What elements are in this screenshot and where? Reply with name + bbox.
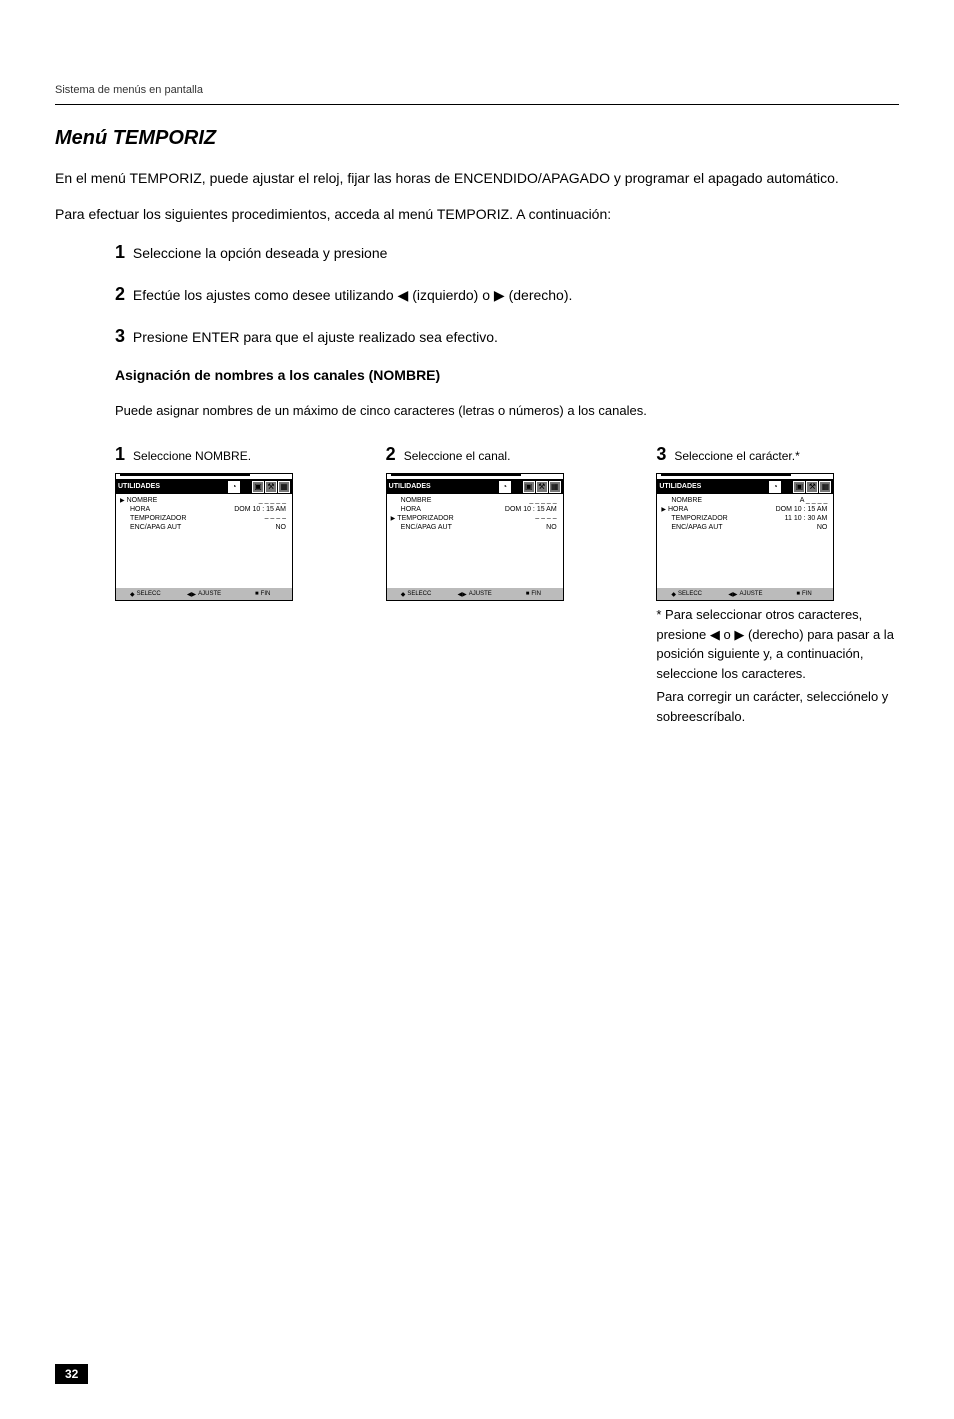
section-title: Menú TEMPORIZ xyxy=(55,127,899,150)
footnote: * Para seleccionar otros caracteres, pre… xyxy=(656,605,899,683)
clock-icon: ◔ xyxy=(228,481,240,493)
clock-icon: ◔ xyxy=(769,481,781,493)
row-arrow-icon: ▶ xyxy=(661,506,666,513)
osd-body: ▶NOMBRE_ _ _ _ _ HORADOM 10 : 15 AM TEMP… xyxy=(116,494,292,588)
osd-screen: UTILIDADES ◔ ▣ ⚒ ▦ NOMBREA _ _ _ _ ▶HORA… xyxy=(656,473,834,601)
osd-screen: UTILIDADES ◔ ▣ ⚒ ▦ ▶NOMBRE_ _ _ _ _ HORA… xyxy=(115,473,293,601)
triangle-right-icon: ▶ xyxy=(494,287,505,303)
osd-titlebar: UTILIDADES ◔ ▣ ⚒ ▦ xyxy=(116,479,292,494)
osd-step-caption: 3 Seleccione el carácter.* xyxy=(656,444,899,465)
row-arrow-icon: ▶ xyxy=(391,515,396,522)
tool-icon: ⚒ xyxy=(536,481,548,493)
updown-icon: ◆ xyxy=(130,591,135,598)
step-2: 2 Efectúe los ajustes como desee utiliza… xyxy=(115,281,899,309)
grid-icon: ▦ xyxy=(278,481,290,493)
triangle-right-icon: ▶ xyxy=(734,627,744,642)
leftright-icon: ◀▶ xyxy=(728,591,737,598)
header-text: Sistema de menús en pantalla xyxy=(55,84,203,96)
tv-icon: ▣ xyxy=(252,481,264,493)
footnote-extra: Para corregir un carácter, selecciónelo … xyxy=(656,687,899,726)
triangle-left-icon: ◀ xyxy=(398,287,409,303)
names-title: Asignación de nombres a los canales (NOM… xyxy=(115,365,899,387)
osd-step-caption: 1 Seleccione NOMBRE. xyxy=(115,444,358,465)
intro-paragraph: En el menú TEMPORIZ, puede ajustar el re… xyxy=(55,168,899,190)
osd-screen: UTILIDADES ◔ ▣ ⚒ ▦ NOMBRE_ _ _ _ _ HORAD… xyxy=(386,473,564,601)
step-1: 1 Seleccione la opción deseada y presion… xyxy=(115,239,899,267)
step-text: Efectúe los ajustes como desee utilizand… xyxy=(133,287,394,303)
stop-icon: ■ xyxy=(526,591,530,597)
stop-icon: ■ xyxy=(796,591,800,597)
tv-icon: ▣ xyxy=(793,481,805,493)
updown-icon: ◆ xyxy=(401,591,406,598)
step-text-tail: (derecho). xyxy=(509,287,573,303)
osd-step-caption: 2 Seleccione el canal. xyxy=(386,444,629,465)
tv-icon: ▣ xyxy=(523,481,535,493)
page-number: 32 xyxy=(55,1364,88,1384)
osd-step-1: 1 Seleccione NOMBRE. UTILIDADES ◔ ▣ ⚒ ▦ xyxy=(115,444,358,726)
triangle-left-icon: ◀ xyxy=(710,627,720,642)
clock-icon: ◔ xyxy=(499,481,511,493)
tool-icon: ⚒ xyxy=(265,481,277,493)
osd-step-2: 2 Seleccione el canal. UTILIDADES ◔ ▣ ⚒ … xyxy=(386,444,629,726)
osd-footer: ◆SELECC ◀▶AJUSTE ■FIN xyxy=(116,588,292,600)
step-number: 3 xyxy=(115,326,125,346)
step-text-mid: (izquierdo) o xyxy=(412,287,490,303)
page-header: Sistema de menús en pantalla xyxy=(55,80,899,105)
step-number: 2 xyxy=(115,284,125,304)
procedure-intro: Para efectuar los siguientes procedimien… xyxy=(55,204,899,226)
leftright-icon: ◀▶ xyxy=(187,591,196,598)
osd-step-3: 3 Seleccione el carácter.* UTILIDADES ◔ … xyxy=(656,444,899,726)
tool-icon: ⚒ xyxy=(806,481,818,493)
grid-icon: ▦ xyxy=(819,481,831,493)
row-arrow-icon: ▶ xyxy=(120,497,125,504)
step-number: 1 xyxy=(115,242,125,262)
step-text: Presione ENTER para que el ajuste realiz… xyxy=(133,329,498,345)
updown-icon: ◆ xyxy=(671,591,676,598)
step-text: Seleccione la opción deseada y presione xyxy=(133,245,388,261)
stop-icon: ■ xyxy=(255,591,259,597)
osd-steps-row: 1 Seleccione NOMBRE. UTILIDADES ◔ ▣ ⚒ ▦ xyxy=(115,444,899,726)
names-text: Puede asignar nombres de un máximo de ci… xyxy=(115,401,899,421)
grid-icon: ▦ xyxy=(549,481,561,493)
step-3: 3 Presione ENTER para que el ajuste real… xyxy=(115,323,899,351)
leftright-icon: ◀▶ xyxy=(458,591,467,598)
steps-list: 1 Seleccione la opción deseada y presion… xyxy=(115,239,899,351)
